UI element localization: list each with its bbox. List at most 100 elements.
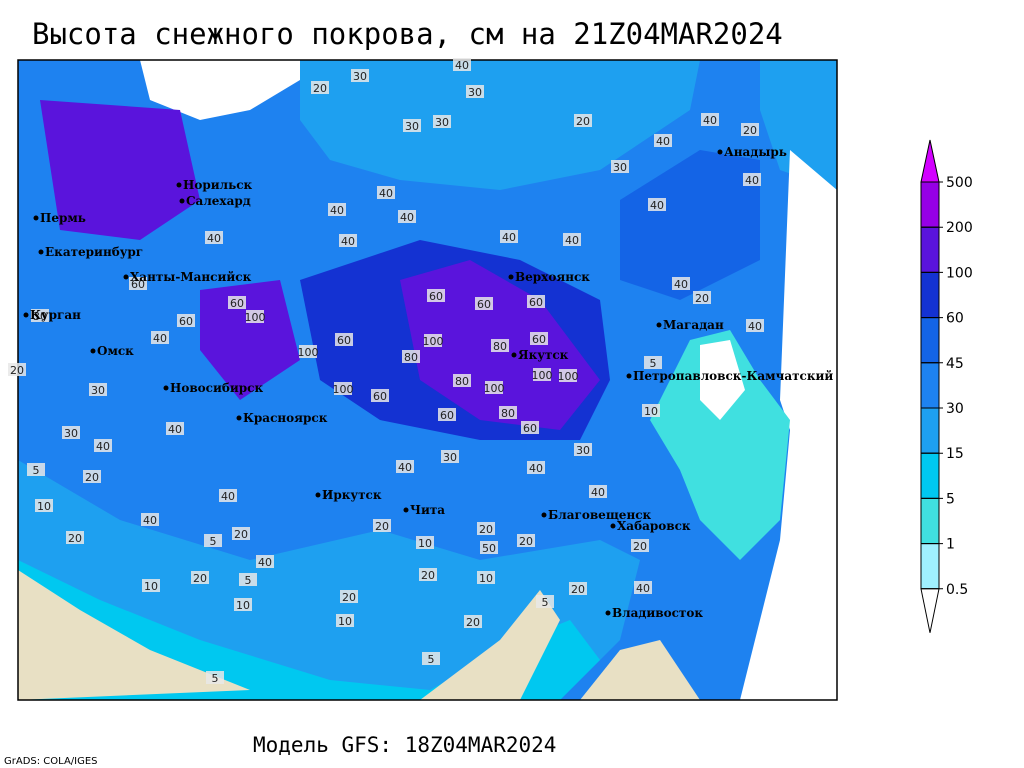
- city-name: Пермь: [40, 211, 86, 225]
- label-box: [239, 573, 257, 586]
- contour-label: 40: [591, 486, 605, 499]
- label-box: [466, 85, 484, 98]
- okhotsk-open: [700, 340, 745, 420]
- label-box: [351, 69, 369, 82]
- label-box: [475, 297, 493, 310]
- city-name: Курган: [30, 308, 81, 322]
- label-box: [563, 233, 581, 246]
- city-dot: [315, 492, 321, 498]
- label-box: [634, 581, 652, 594]
- label-box: [672, 277, 690, 290]
- colorbar: 500 200 100 60 45 30 15 5 1 0.5: [920, 139, 973, 633]
- city-dot: [38, 249, 44, 255]
- label-box: [422, 652, 440, 665]
- label-box: [464, 615, 482, 628]
- label-box: [31, 309, 49, 322]
- label-box: [35, 499, 53, 512]
- colorbar-swatch: [920, 226, 940, 273]
- label-box: [569, 582, 587, 595]
- city-name: Хабаровск: [617, 519, 691, 533]
- label-box: [373, 519, 391, 532]
- label-box: [206, 671, 224, 684]
- label-box: [589, 485, 607, 498]
- label-box: [299, 345, 317, 358]
- contour-label: 30: [468, 86, 482, 99]
- colorbar-swatch: [920, 271, 940, 319]
- colorbar-swatch: [920, 317, 940, 364]
- colorbar-label: 45: [946, 356, 964, 372]
- city-name: Благовещенск: [548, 508, 652, 522]
- contour-label: 40: [745, 174, 759, 187]
- label-box: [396, 460, 414, 473]
- label-box: [644, 356, 662, 369]
- contour-label: 40: [379, 187, 393, 200]
- label-box: [142, 579, 160, 592]
- arctic-ice: [300, 60, 700, 190]
- contour-label: 30: [405, 120, 419, 133]
- contour-label: 100: [558, 370, 579, 383]
- contour-label: 100: [423, 335, 444, 348]
- label-box: [441, 450, 459, 463]
- contour-label: 40: [258, 556, 272, 569]
- label-box: [340, 590, 358, 603]
- label-box: [191, 571, 209, 584]
- label-box: [129, 277, 147, 290]
- colorbar-cap: [920, 588, 940, 633]
- colorbar-label: 15: [946, 446, 964, 462]
- city-name: Петропавловск-Камчатский: [633, 369, 833, 383]
- contour-label: 20: [85, 471, 99, 484]
- city-name: Красноярск: [243, 411, 328, 425]
- label-box: [402, 350, 420, 363]
- contour-label: 80: [404, 351, 418, 364]
- contour-label: 10: [418, 537, 432, 550]
- contour-label: 20: [68, 532, 82, 545]
- contour-label: 5: [210, 535, 217, 548]
- city-name: Верхоянск: [515, 270, 590, 284]
- contour-label: 20: [313, 82, 327, 95]
- colorbar-label: 0.5: [946, 582, 968, 598]
- contour-label: 100: [245, 311, 266, 324]
- contour-label: 20: [421, 569, 435, 582]
- colorbar-label: 100: [946, 265, 973, 281]
- label-box: [8, 363, 26, 376]
- contour-label: 100: [333, 383, 354, 396]
- contour-label: 40: [703, 114, 717, 127]
- contour-label: 20: [576, 115, 590, 128]
- contour-label: 40: [656, 135, 670, 148]
- colorbar-label: 5: [946, 491, 955, 507]
- label-box: [328, 203, 346, 216]
- city-dot: [236, 415, 242, 421]
- contour-label: 30: [435, 116, 449, 129]
- contour-label: 60: [337, 334, 351, 347]
- contour-label: 40: [400, 211, 414, 224]
- contour-label: 20: [193, 572, 207, 585]
- label-box: [574, 443, 592, 456]
- label-box: [654, 134, 672, 147]
- label-box: [642, 404, 660, 417]
- city-dot: [123, 274, 129, 280]
- contour-label: 60: [532, 333, 546, 346]
- label-box: [500, 230, 518, 243]
- contour-label: 5: [33, 464, 40, 477]
- contour-label: 40: [207, 232, 221, 245]
- contour-label: 30: [576, 444, 590, 457]
- contour-label: 40: [502, 231, 516, 244]
- contour-label: 30: [91, 384, 105, 397]
- city-name: Омск: [97, 344, 134, 358]
- contour-label: 30: [353, 70, 367, 83]
- label-box: [701, 113, 719, 126]
- contour-label: 10: [644, 405, 658, 418]
- contour-label: 20: [695, 292, 709, 305]
- colorbar-swatch: [920, 452, 940, 499]
- contour-label: 80: [501, 407, 515, 420]
- label-box: [335, 333, 353, 346]
- label-box: [89, 383, 107, 396]
- map-frame: [17, 59, 838, 701]
- contour-label: 5: [650, 357, 657, 370]
- label-box: [533, 368, 551, 381]
- label-box: [234, 598, 252, 611]
- contour-label: 20: [479, 523, 493, 536]
- title: Высота снежного покрова, см на 21Z04MAR2…: [32, 17, 783, 51]
- label-box: [256, 555, 274, 568]
- contour-label: 30: [64, 427, 78, 440]
